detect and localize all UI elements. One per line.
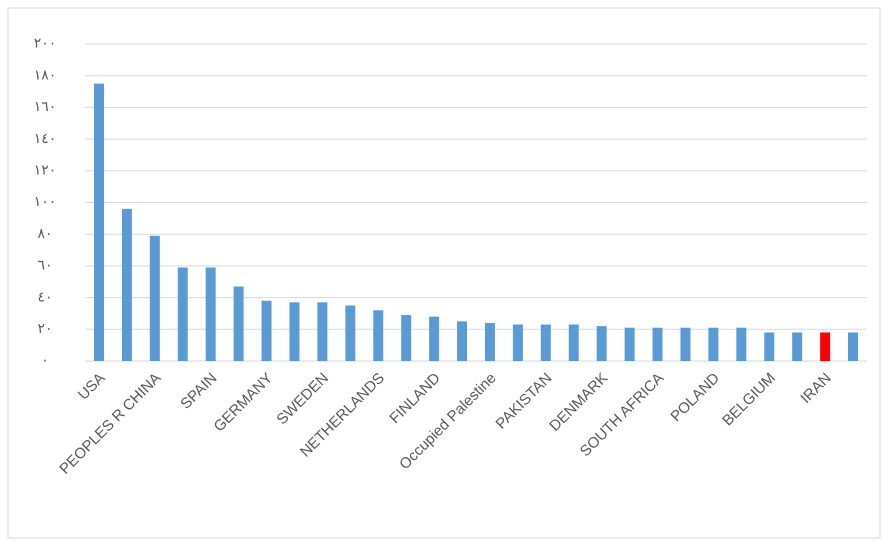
bar — [540, 324, 551, 361]
bar — [121, 208, 132, 361]
bar — [512, 324, 523, 361]
bar — [373, 310, 384, 361]
y-tick-label: ١٤٠ — [34, 130, 57, 146]
bar — [820, 332, 831, 361]
y-tick-label: ٢٠ — [37, 320, 52, 336]
bar — [848, 332, 859, 361]
bar — [792, 332, 803, 361]
bar — [624, 327, 635, 361]
y-tick-label: ٤٠ — [37, 288, 52, 304]
y-tick-label: ١٨٠ — [34, 66, 57, 82]
y-tick-label: ٦٠ — [37, 257, 52, 273]
bar — [568, 324, 579, 361]
bar — [652, 327, 663, 361]
bar — [736, 327, 747, 361]
bar — [93, 83, 104, 361]
bar — [457, 321, 468, 361]
y-tick-label: ٢٠٠ — [34, 35, 57, 51]
bar — [149, 235, 160, 361]
y-tick-label: ١٢٠ — [34, 162, 57, 178]
bar — [680, 327, 691, 361]
bar — [261, 300, 272, 361]
chart-frame — [7, 7, 881, 539]
y-tick-label: ١٦٠ — [34, 98, 57, 114]
bar — [401, 315, 412, 361]
bar — [708, 327, 719, 361]
bar — [233, 286, 244, 361]
bar — [764, 332, 775, 361]
y-tick-label: ٨٠ — [37, 225, 52, 241]
bar — [484, 322, 495, 361]
y-tick-label: ١٠٠ — [34, 193, 57, 209]
bar — [205, 267, 216, 361]
y-tick-label: ٠ — [41, 352, 49, 368]
bar — [596, 326, 607, 361]
bar — [289, 302, 300, 361]
bar — [177, 267, 188, 361]
bar — [317, 302, 328, 361]
bar — [345, 305, 356, 361]
bar — [429, 316, 440, 361]
